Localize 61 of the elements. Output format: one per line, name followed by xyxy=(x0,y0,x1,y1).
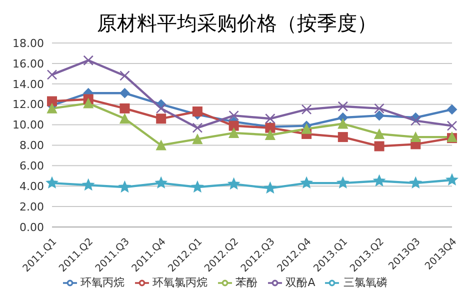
point xyxy=(338,101,348,112)
point xyxy=(302,124,312,134)
point xyxy=(446,120,458,131)
point xyxy=(300,177,312,188)
point xyxy=(228,120,239,131)
point xyxy=(265,130,276,140)
point xyxy=(192,122,203,133)
point xyxy=(156,103,166,114)
point xyxy=(410,132,421,142)
point xyxy=(228,128,239,138)
y-tick-label: 18.00 xyxy=(12,36,44,50)
point xyxy=(410,177,422,188)
point xyxy=(337,177,349,188)
point xyxy=(446,174,458,185)
point xyxy=(447,104,457,114)
legend-label: 环氧氯丙烷 xyxy=(152,276,208,289)
point xyxy=(47,103,57,114)
point xyxy=(265,113,276,124)
point xyxy=(374,110,384,121)
point xyxy=(192,134,202,144)
point xyxy=(156,140,166,150)
point xyxy=(192,106,202,116)
point xyxy=(46,177,58,188)
point xyxy=(120,114,130,124)
point xyxy=(374,141,384,152)
point xyxy=(156,114,166,124)
legend-label: 苯酚 xyxy=(236,276,258,289)
y-tick-label: 12.00 xyxy=(12,98,44,112)
point xyxy=(192,181,204,192)
point xyxy=(374,103,384,114)
legend-label: 环氧丙烷 xyxy=(80,276,125,289)
point xyxy=(374,128,384,139)
point xyxy=(120,70,130,81)
point xyxy=(46,70,58,80)
point xyxy=(82,179,94,190)
point xyxy=(83,98,94,108)
point xyxy=(338,118,348,129)
point xyxy=(264,182,276,194)
y-tick-label: 0.00 xyxy=(20,220,44,234)
y-tick-label: 8.00 xyxy=(20,139,44,152)
y-tick-label: 6.00 xyxy=(20,160,44,173)
point xyxy=(47,96,57,106)
legend-label: 三氯氧磷 xyxy=(343,276,388,289)
point xyxy=(338,132,348,142)
y-tick-label: 10.00 xyxy=(12,118,44,132)
point xyxy=(83,55,94,66)
point xyxy=(301,104,312,115)
point xyxy=(374,175,386,186)
point xyxy=(228,178,240,190)
y-tick-label: 2.00 xyxy=(20,200,44,214)
y-tick-label: 4.00 xyxy=(20,180,44,194)
point xyxy=(410,116,421,126)
y-tick-label: 16.00 xyxy=(12,57,44,70)
y-tick-label: 14.00 xyxy=(12,78,44,91)
point xyxy=(228,110,239,121)
point xyxy=(120,103,130,114)
point xyxy=(120,88,130,98)
chart-title: 原材料平均采购价格（按季度） xyxy=(96,10,378,37)
point xyxy=(155,177,167,188)
point xyxy=(118,181,130,192)
legend-label: 双酚A xyxy=(286,276,316,289)
